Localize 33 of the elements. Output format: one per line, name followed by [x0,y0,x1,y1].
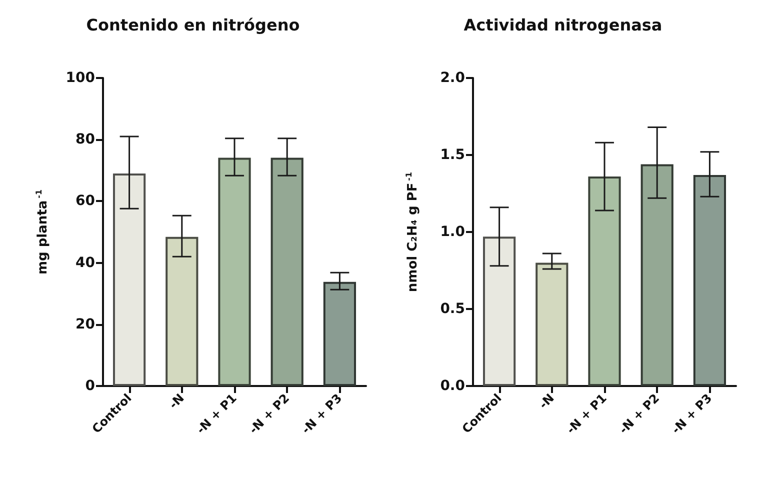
bar [482,236,516,386]
y-tick-label: 2.0 [440,70,466,86]
y-tick-label: 20 [76,316,96,332]
bar [323,282,356,386]
bar [693,175,726,386]
bar [270,158,304,386]
chart-title: Actividad nitrogenasa [464,16,662,34]
x-tick-label: -N + P1 [194,391,240,437]
bar [640,164,674,386]
y-tick-label: 60 [76,193,96,210]
bar [166,236,198,386]
y-tick-label: 100 [66,70,96,86]
y-tick-label: 0 [85,378,96,394]
y-axis-title: mg planta-1 [34,189,50,275]
x-tick-label: -N + P2 [246,391,292,437]
x-tick-label: -N [536,391,557,412]
bar [536,262,568,386]
x-tick-label: -N + P3 [299,391,345,437]
x-tick-label: -N + P2 [616,391,662,437]
bar [112,173,146,386]
y-axis-title: nmol C₂H₄ g PF-1 [404,171,420,292]
bar [218,158,251,386]
y-tick-label: 1.5 [440,147,465,163]
y-tick-label: 0.5 [440,301,465,317]
y-tick-label: 40 [76,254,96,271]
x-tick-label: -N + P1 [564,391,610,437]
bar [588,176,621,386]
x-tick-label: -N + P3 [669,391,715,437]
y-tick-label: 80 [76,132,96,148]
chart-title: Contenido en nitrógeno [86,16,300,34]
y-tick-label: 1.0 [440,224,466,240]
y-tick-label: 0.0 [440,378,466,394]
x-tick-label: -N [166,391,187,412]
